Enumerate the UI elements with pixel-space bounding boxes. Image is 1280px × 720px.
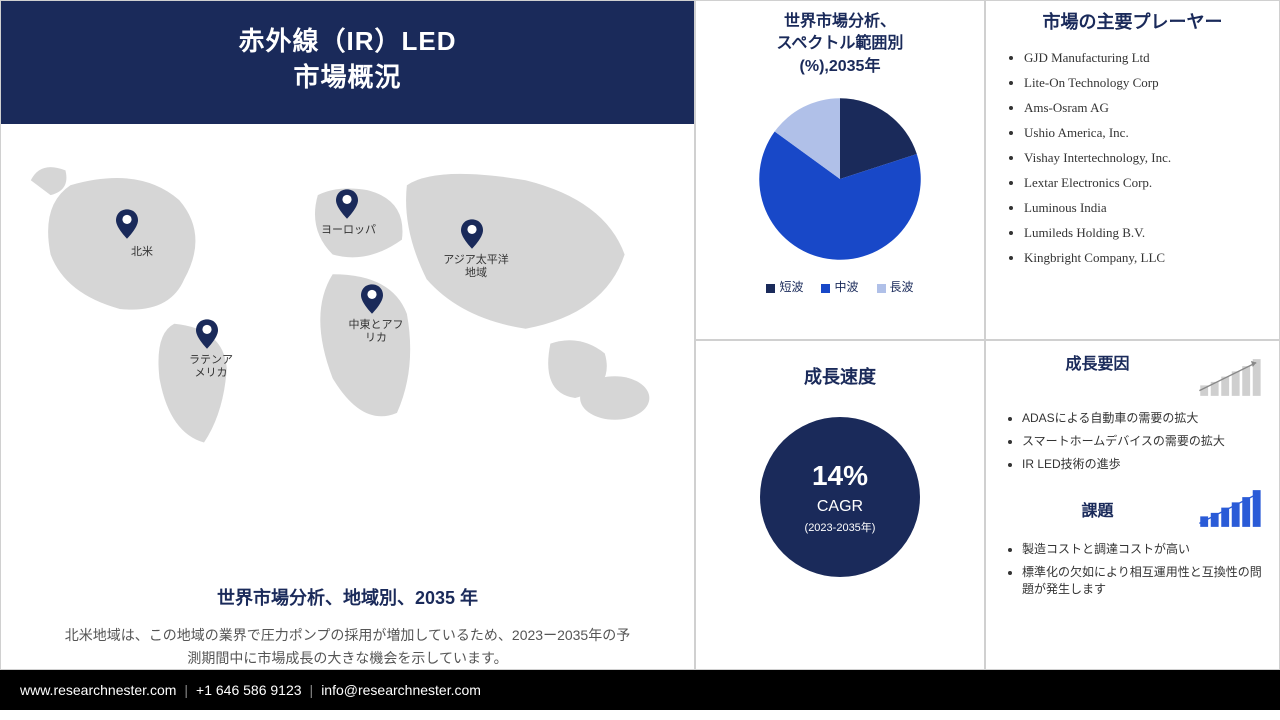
label-eu: ヨーロッパ — [321, 224, 376, 237]
map-title: 世界市場分析、地域別、2035 年 — [1, 584, 694, 610]
growth-factor-item: IR LED技術の進歩 — [1022, 456, 1265, 473]
footer-phone: +1 646 586 9123 — [196, 682, 302, 698]
players-title: 市場の主要プレーヤー — [1004, 11, 1261, 34]
legend-item: 中波 — [821, 278, 858, 295]
player-item: Ushio America, Inc. — [1024, 125, 1261, 141]
growth-factor-item: スマートホームデバイスの需要の拡大 — [1022, 433, 1265, 450]
pin-mea — [361, 284, 383, 314]
footer-url: www.researchnester.com — [20, 682, 176, 698]
growth-factors-list: ADASによる自動車の需要の拡大スマートホームデバイスの需要の拡大 IR LED技… — [1000, 410, 1265, 472]
pin-eu — [336, 189, 358, 219]
players-panel: 市場の主要プレーヤー GJD Manufacturing Ltd Lite-On … — [985, 0, 1280, 340]
separator: | — [310, 682, 314, 698]
gray-bars-icon — [1195, 355, 1265, 400]
left-panel: 赤外線（IR）LED 市場概況 — [0, 0, 695, 670]
pie-title-1: 世界市場分析、 — [784, 13, 896, 30]
separator: | — [184, 682, 188, 698]
challenges-title: 課題 — [1000, 497, 1195, 521]
blue-bars-icon — [1195, 486, 1265, 531]
player-item: GJD Manufacturing Ltd — [1024, 50, 1261, 66]
players-list: GJD Manufacturing Ltd Lite-On Technology … — [1004, 50, 1261, 266]
legend-item: 長波 — [877, 278, 914, 295]
player-item: Ams-Osram AG — [1024, 100, 1261, 116]
map-description: 北米地域は、この地域の業界で圧力ポンプの採用が増加しているため、2023ー203… — [1, 610, 694, 669]
challenges-list: 製造コストと調達コストが高い標準化の欠如により相互運用性と互換性の問題が発生しま… — [1000, 541, 1265, 597]
pie-title-2: スペクトル範囲別 — [777, 35, 904, 52]
label-latam: ラテンアメリカ — [186, 354, 236, 380]
footer: www.researchnester.com | +1 646 586 9123… — [0, 670, 1280, 710]
title-line1: 赤外線（IR）LED — [238, 26, 456, 56]
factors-panel: 成長要因 ADASによる自動車の需要の拡大スマートホームデバイスの需要の拡大 IR… — [985, 340, 1280, 670]
label-apac: アジア太平洋地域 — [441, 254, 511, 280]
legend-item: 短波 — [766, 278, 803, 295]
label-mea: 中東とアフリカ — [346, 319, 406, 345]
pie-panel: 世界市場分析、 スペクトル範囲別 (%),2035年 短波 中波 長波 — [695, 0, 985, 340]
growth-period: (2023-2035年) — [805, 519, 876, 535]
player-item: Lumileds Holding B.V. — [1024, 225, 1261, 241]
growth-factor-item: ADASによる自動車の需要の拡大 — [1022, 410, 1265, 427]
growth-pct: 14% — [812, 460, 868, 492]
player-item: Luminous India — [1024, 200, 1261, 216]
challenge-item: 標準化の欠如により相互運用性と互換性の問題が発生します — [1022, 564, 1265, 598]
pin-apac — [461, 219, 483, 249]
growth-cagr: CAGR — [817, 498, 863, 516]
title-line2: 市場概況 — [293, 62, 401, 92]
pin-latam — [196, 319, 218, 349]
pie-legend: 短波 中波 長波 — [704, 278, 976, 295]
growth-factors-title: 成長要因 — [1000, 355, 1195, 400]
main-header: 赤外線（IR）LED 市場概況 — [1, 1, 694, 124]
cagr-circle: 14% CAGR (2023-2035年) — [760, 417, 920, 577]
label-na: 北米 — [131, 246, 153, 259]
player-item: Kingbright Company, LLC — [1024, 250, 1261, 266]
player-item: Vishay Intertechnology, Inc. — [1024, 150, 1261, 166]
growth-title: 成長速度 — [706, 363, 974, 389]
challenge-item: 製造コストと調達コストが高い — [1022, 541, 1265, 558]
pin-na — [116, 209, 138, 239]
world-map: 北米 ラテンアメリカ ヨーロッパ 中東とアフリカ アジア太平洋地域 — [1, 124, 694, 576]
player-item: Lextar Electronics Corp. — [1024, 175, 1261, 191]
player-item: Lite-On Technology Corp — [1024, 75, 1261, 91]
footer-email: info@researchnester.com — [321, 682, 481, 698]
growth-panel: 成長速度 14% CAGR (2023-2035年) — [695, 340, 985, 670]
pie-chart — [745, 84, 935, 274]
pie-title-3: (%),2035年 — [800, 58, 881, 75]
